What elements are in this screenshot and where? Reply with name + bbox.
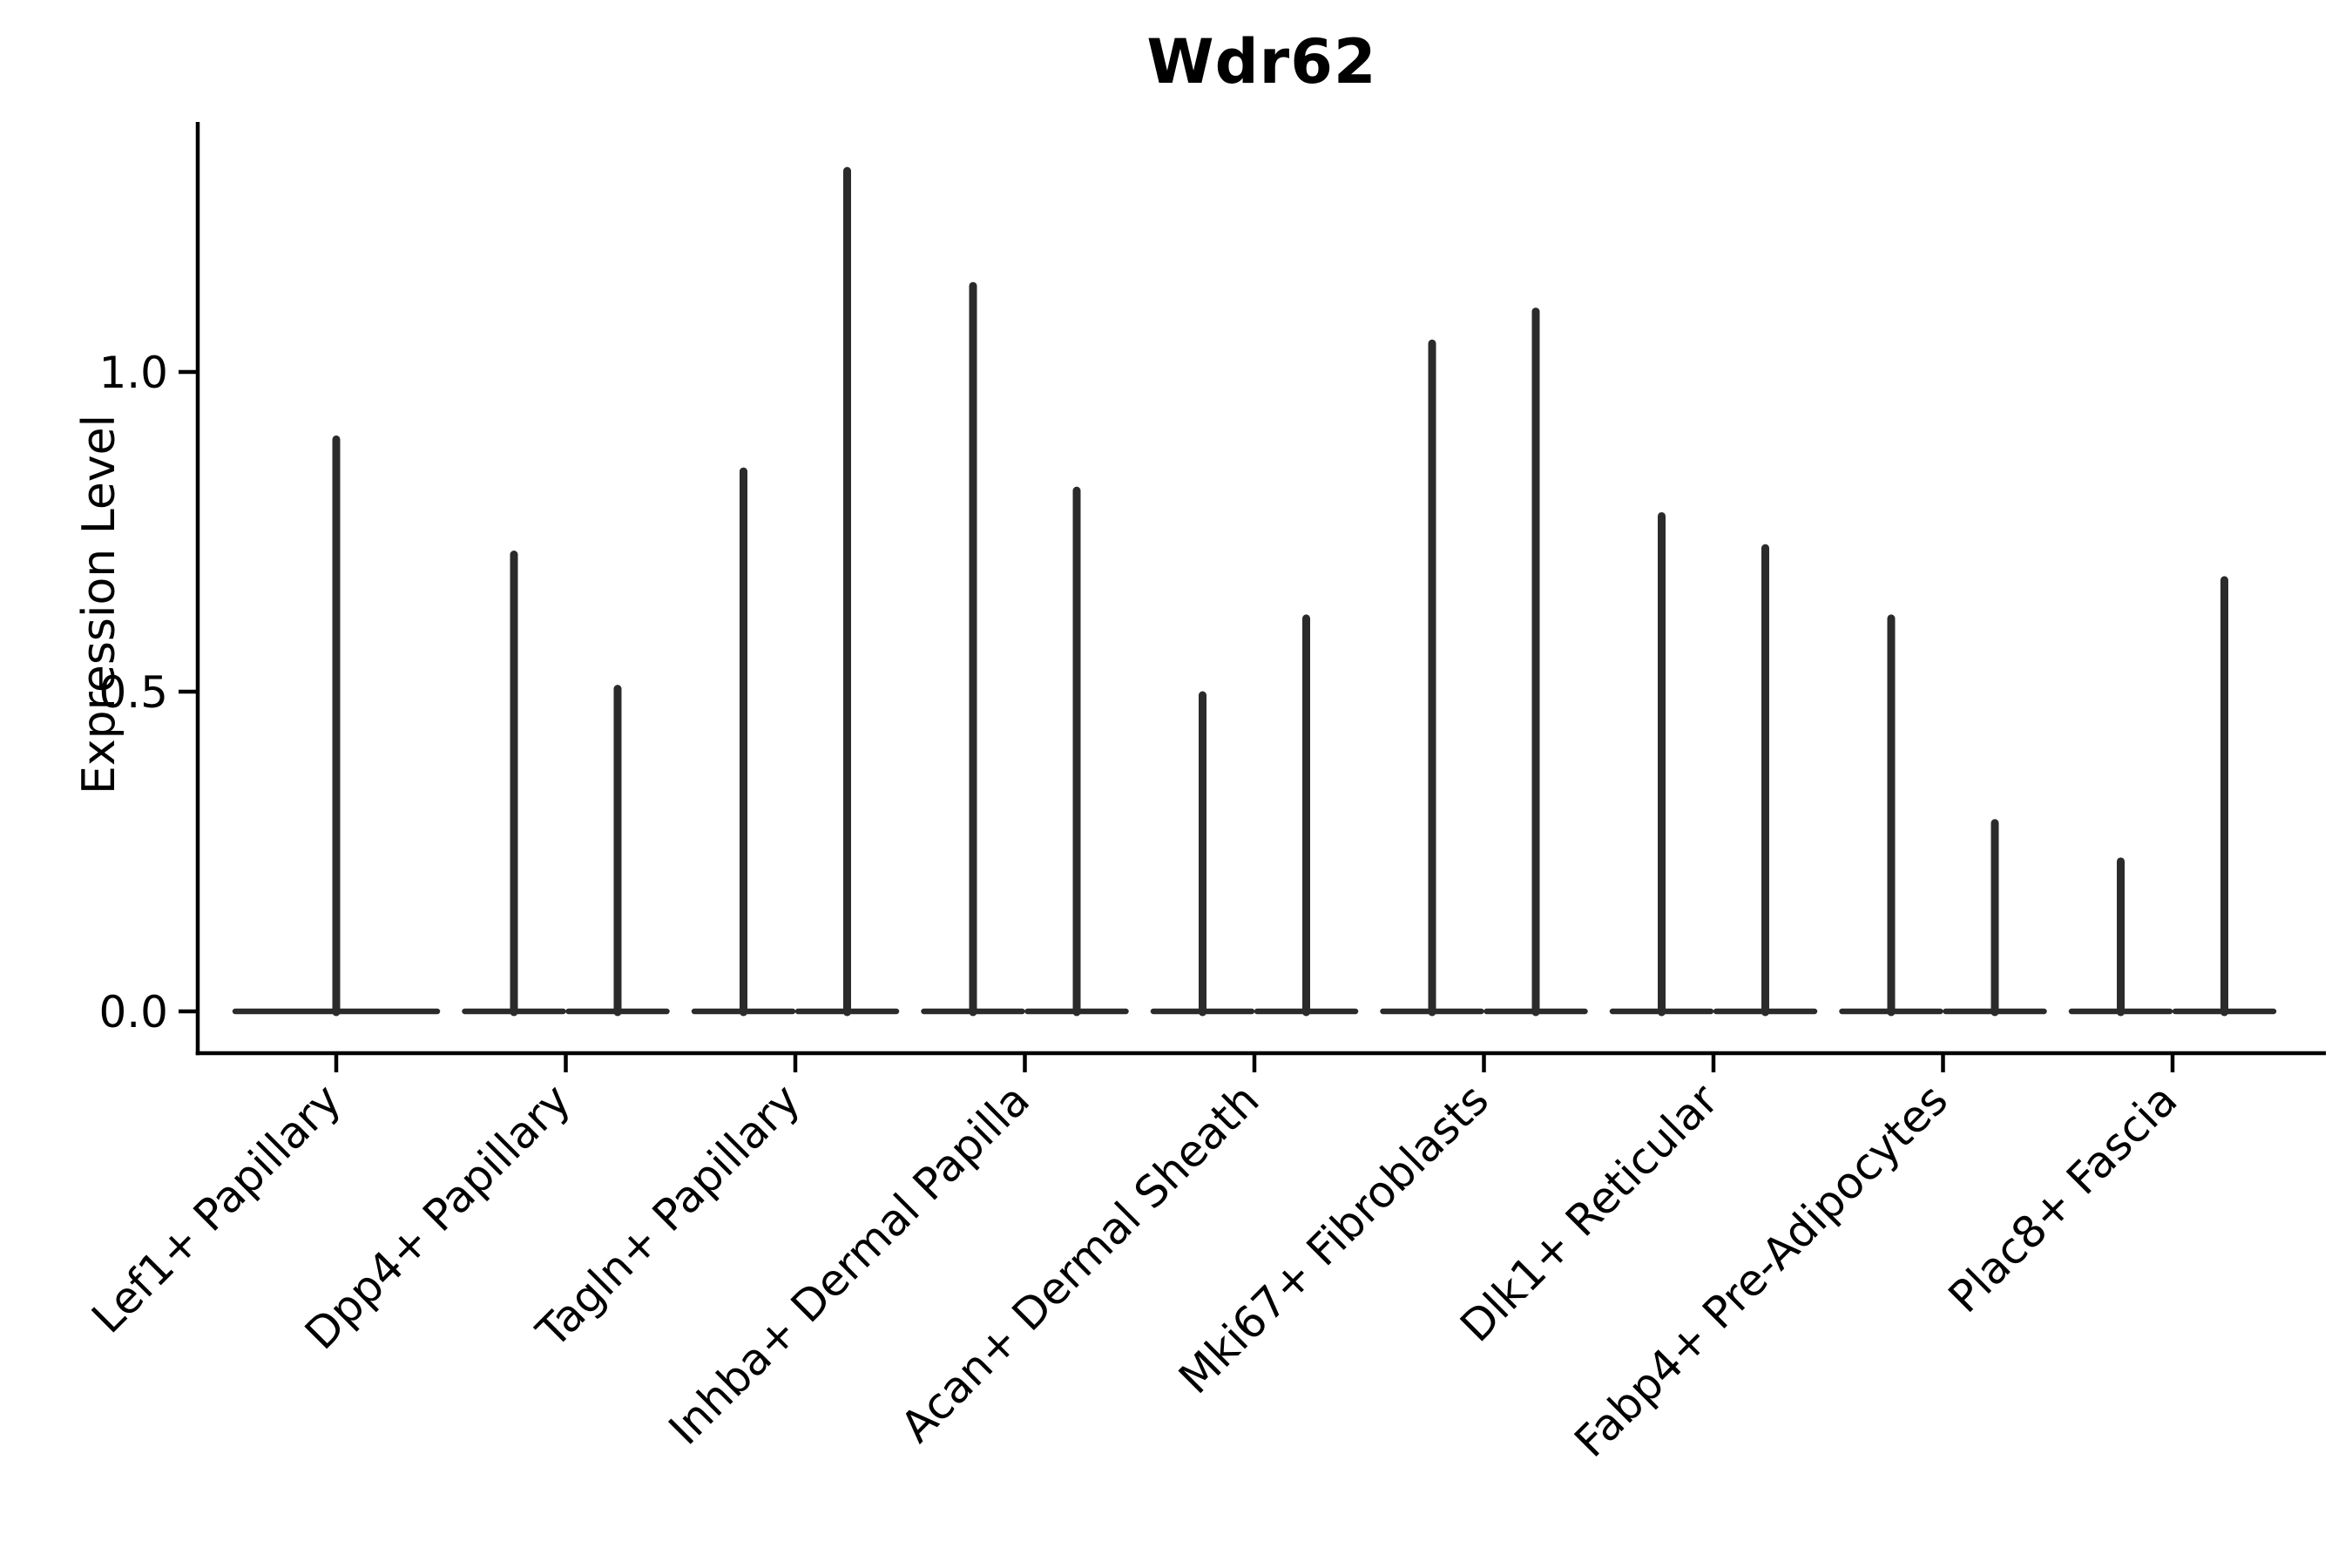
y-tick-label: 0.0 [98, 987, 168, 1037]
y-tick-label: 1.0 [98, 348, 168, 398]
x-tick-label: Lef1+ Papillary [82, 1074, 350, 1342]
x-tick-label: Plac8+ Fascia [1939, 1074, 2187, 1322]
y-tick-label: 0.5 [98, 667, 168, 718]
axes-group [179, 122, 2326, 1072]
x-tick-label: Fabp4+ Pre-Adipocytes [1565, 1074, 1957, 1467]
violins-group [232, 166, 2277, 1017]
chart-title: Wdr62 [1146, 26, 1377, 98]
